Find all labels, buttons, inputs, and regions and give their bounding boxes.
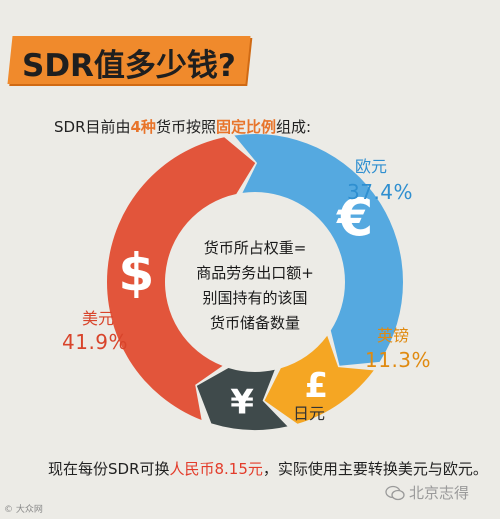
center-line-1: 货币所占权重= <box>203 239 307 257</box>
watermark-right-text: 北京志得 <box>409 484 470 502</box>
intro-prefix: SDR目前由 <box>54 118 131 136</box>
legend-gbp-name: 英镑 <box>377 326 410 345</box>
pound-icon: £ <box>304 366 328 406</box>
legend-jpy-name: 日元 <box>293 404 326 423</box>
page-title: SDR值多少钱? <box>22 48 236 84</box>
slice-usd <box>107 137 256 421</box>
intro-suffix: 组成: <box>275 118 312 136</box>
watermark-right: 北京志得 <box>385 482 469 503</box>
center-formula: 货币所占权重= 商品劳务出口额+ 别国持有的该国 货币储备数量 <box>188 236 322 336</box>
footer-suffix: ，实际使用主要转换美元与欧元。 <box>262 460 488 478</box>
watermark-left: © 大众网 <box>4 505 43 515</box>
intro-count: 4种 <box>130 118 156 136</box>
yen-icon: ¥ <box>230 382 254 422</box>
slice-jpy <box>196 367 288 431</box>
intro-text: SDR目前由4种货币按照固定比例组成: <box>54 116 311 137</box>
center-line-3: 别国持有的该国 <box>202 289 308 307</box>
intro-middle: 货币按照 <box>155 118 216 136</box>
euro-icon: € <box>336 189 373 249</box>
legend-eur-pct: 37.4% <box>347 180 414 204</box>
wechat-icon <box>385 485 405 500</box>
legend-usd-pct: 41.9% <box>62 330 129 354</box>
legend-eur-name: 欧元 <box>355 157 388 176</box>
dollar-icon: $ <box>118 243 154 303</box>
legend-usd-name: 美元 <box>82 309 115 328</box>
center-line-2: 商品劳务出口额+ <box>196 264 314 282</box>
footer-highlight: 人民币8.15元 <box>169 460 263 478</box>
slice-gbp <box>264 335 374 424</box>
footer-prefix: 现在每份SDR可换 <box>48 460 170 478</box>
slice-eur <box>234 133 404 366</box>
footer-text: 现在每份SDR可换人民币8.15元，实际使用主要转换美元与欧元。 <box>18 458 488 481</box>
intro-emphasis: 固定比例 <box>215 118 276 136</box>
center-line-4: 货币储备数量 <box>209 314 300 332</box>
legend-gbp-pct: 11.3% <box>365 348 432 372</box>
